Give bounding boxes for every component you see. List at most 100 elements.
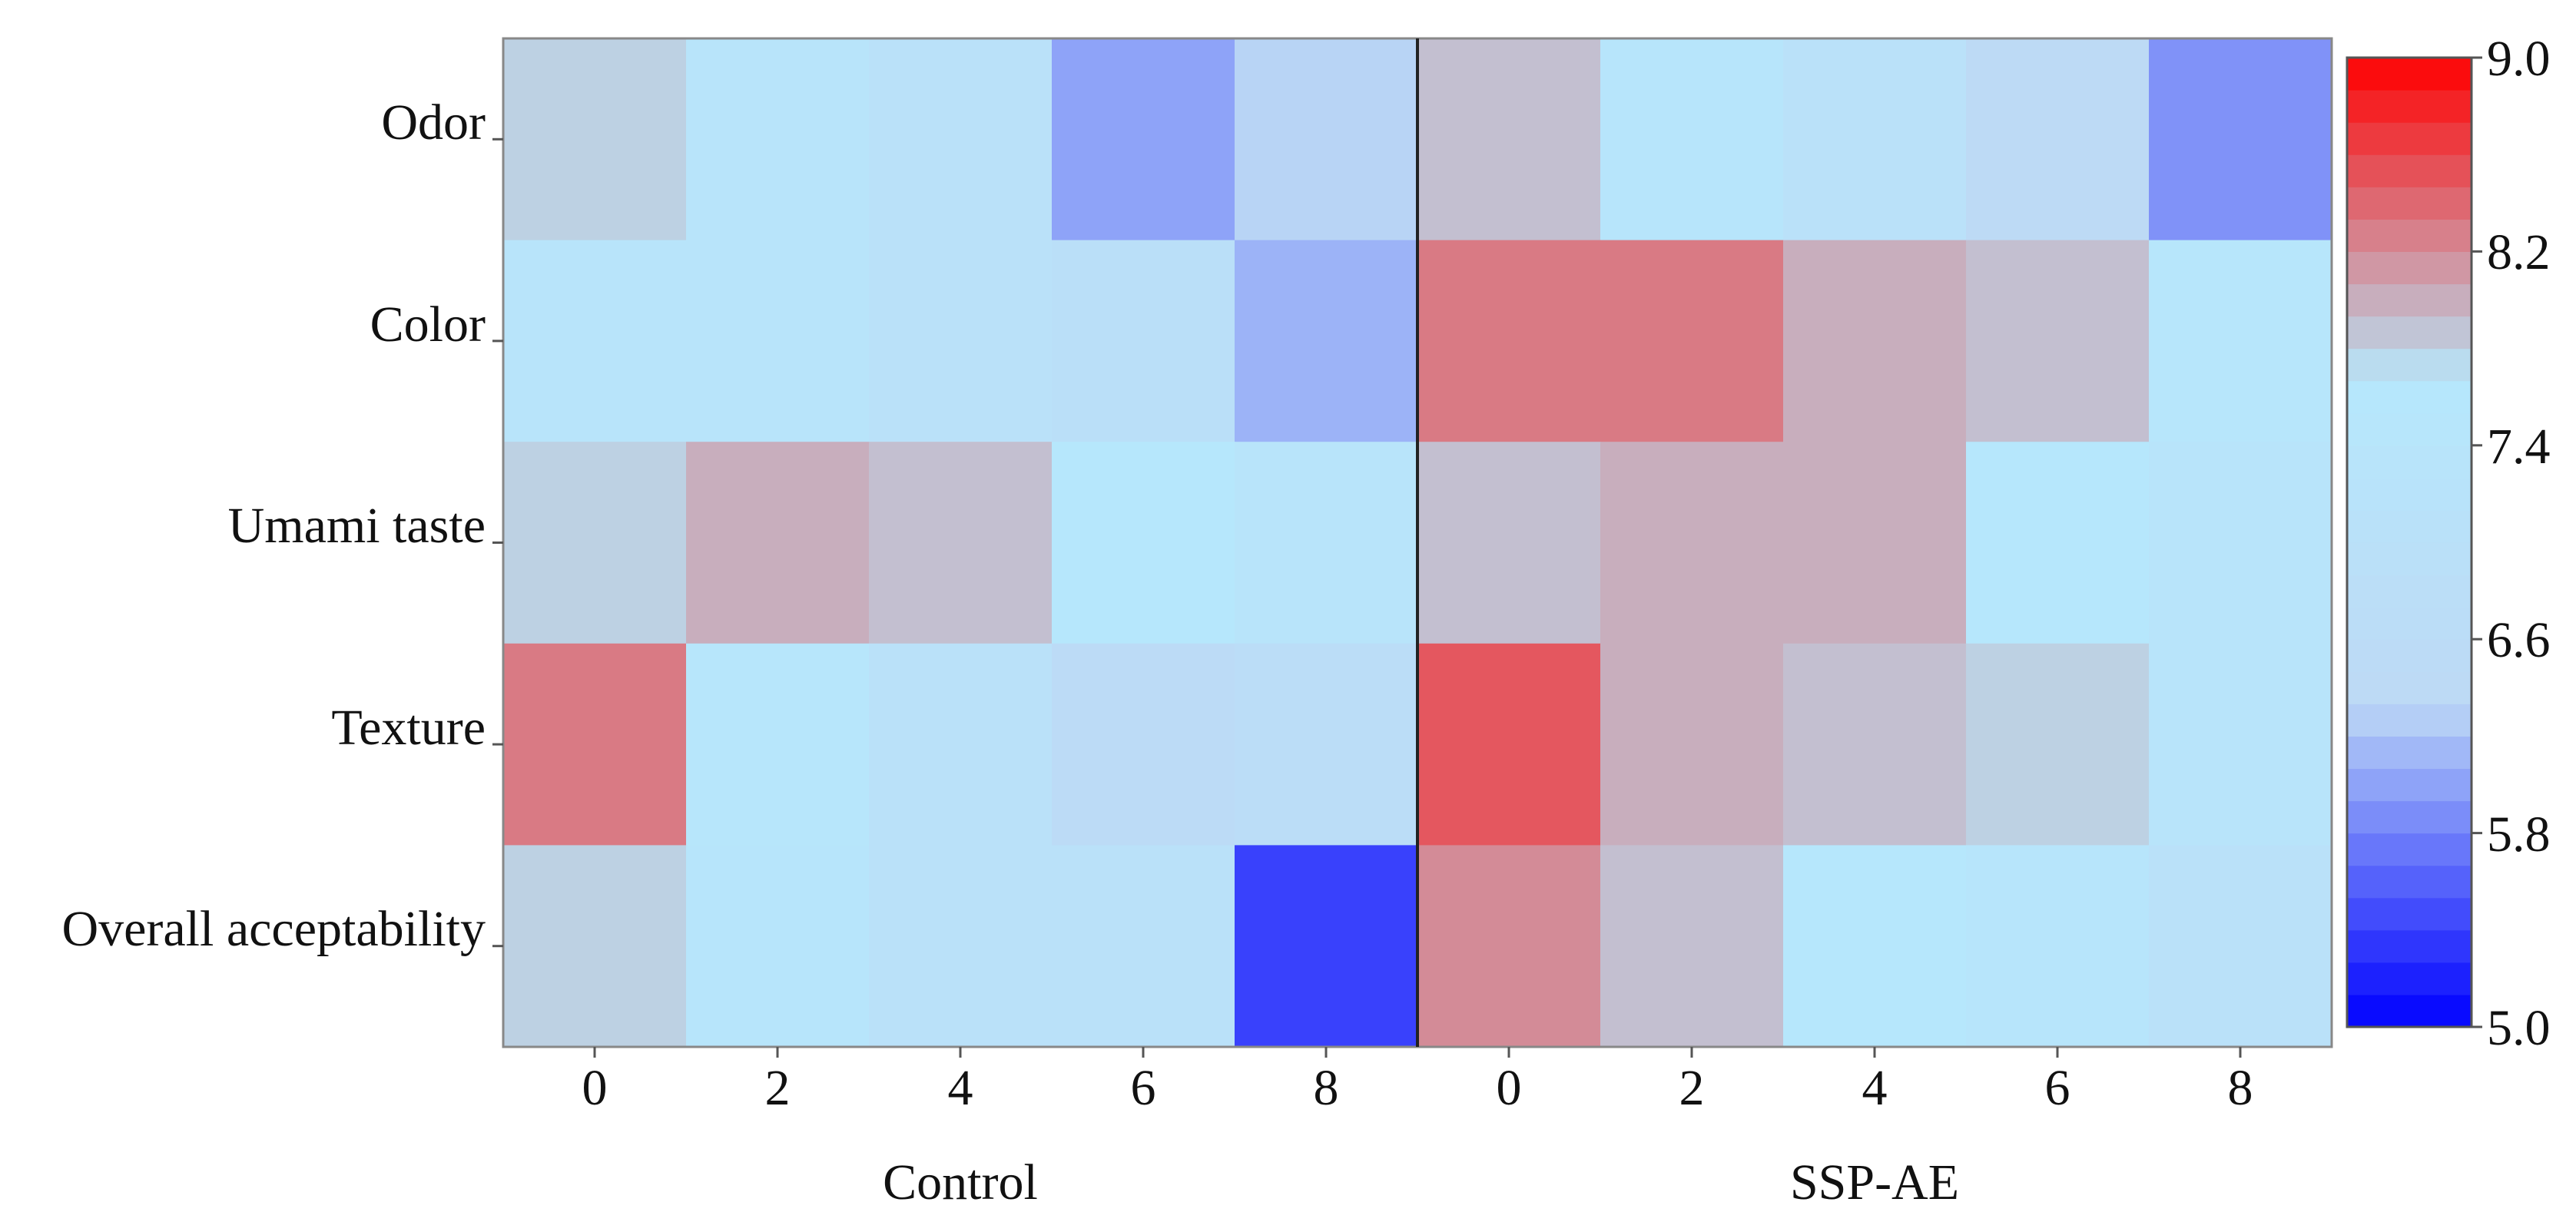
heatmap-cell [1966, 442, 2150, 644]
heatmap-cell [503, 845, 687, 1048]
heatmap-cell [1417, 643, 1601, 846]
heatmap-cell [1235, 845, 1418, 1048]
heatmap-cell [1052, 643, 1235, 846]
col-label: 4 [1862, 1060, 1888, 1116]
colorbar-level [2347, 768, 2472, 802]
colorbar-level [2347, 671, 2472, 704]
col-label: 6 [2045, 1060, 2070, 1116]
row-label: Odor [381, 94, 486, 151]
heatmap-cell [503, 38, 687, 241]
heatmap-cell [869, 240, 1053, 442]
colorbar-level [2347, 704, 2472, 737]
heatmap-cell [2149, 442, 2332, 644]
colorbar-level [2347, 283, 2472, 317]
col-label: 2 [765, 1060, 791, 1116]
heatmap-cell [503, 240, 687, 442]
colorbar-tick-label: 9.0 [2487, 31, 2551, 87]
col-label: 4 [948, 1060, 973, 1116]
heatmap-cell [1783, 442, 1967, 644]
colorbar-level [2347, 316, 2472, 349]
colorbar-level [2347, 477, 2472, 511]
colorbar-level [2347, 122, 2472, 155]
colorbar-level [2347, 929, 2472, 963]
colorbar-level [2347, 509, 2472, 543]
heatmap-cell [686, 845, 870, 1048]
heatmap-cell [2149, 643, 2332, 846]
colorbar-level [2347, 542, 2472, 575]
colorbar-level [2347, 412, 2472, 446]
heatmap-cell [1235, 643, 1418, 846]
colorbar-tick-label: 8.2 [2487, 224, 2551, 280]
heatmap-cell [1783, 845, 1967, 1048]
group-label-control: Control [883, 1154, 1038, 1210]
colorbar-level [2347, 607, 2472, 640]
heatmap-cell [1966, 643, 2150, 846]
col-label: 0 [582, 1060, 608, 1116]
heatmap-cell [1966, 845, 2150, 1048]
colorbar-level [2347, 639, 2472, 672]
heatmap-cell [1052, 442, 1235, 644]
heatmap-cell [1966, 38, 2150, 241]
colorbar-tick-label: 7.4 [2487, 419, 2551, 475]
heatmap-cell [1417, 38, 1601, 241]
colorbar-level [2347, 251, 2472, 285]
heatmap-cell [1052, 38, 1235, 241]
heatmap-cell [1235, 38, 1418, 241]
heatmap-cell [869, 38, 1053, 241]
heatmap-cell [1235, 240, 1418, 442]
heatmap-cell [686, 240, 870, 442]
heatmap-cell [2149, 38, 2332, 241]
colorbar-level [2347, 90, 2472, 123]
heatmap-cell [1600, 845, 1784, 1048]
heatmap-cell [1783, 240, 1967, 442]
col-label: 8 [2228, 1060, 2253, 1116]
heatmap-cell [1417, 845, 1601, 1048]
heatmap-cell [1783, 38, 1967, 241]
col-ticks [593, 1047, 2242, 1058]
heatmap-cell [1052, 845, 1235, 1048]
colorbar-level [2347, 736, 2472, 770]
colorbar-tick-label: 5.8 [2487, 806, 2551, 863]
heatmap-cells [503, 38, 2332, 1048]
heatmap-cell [503, 442, 687, 644]
colorbar-level [2347, 348, 2472, 382]
heatmap-cell [1600, 38, 1784, 241]
colorbar-level [2347, 219, 2472, 252]
colorbar-level [2347, 154, 2472, 187]
heatmap-cell [2149, 240, 2332, 442]
colorbar-level [2347, 865, 2472, 899]
colorbar-level [2347, 380, 2472, 414]
row-label: Texture [331, 700, 486, 756]
heatmap-cell [1966, 240, 2150, 442]
colorbar-level [2347, 833, 2472, 866]
heatmap-cell [869, 643, 1053, 846]
heatmap-cell [1417, 240, 1601, 442]
row-label: Umami taste [228, 498, 486, 554]
heatmap-cell [1783, 643, 1967, 846]
heatmap-cell [869, 845, 1053, 1048]
group-label-ssp-ae: SSP-AE [1790, 1154, 1959, 1210]
row-ticks [492, 137, 503, 948]
heatmap-cell [1600, 240, 1784, 442]
heatmap-cell [1052, 240, 1235, 442]
col-label: 6 [1131, 1060, 1156, 1116]
heatmap-cell [869, 442, 1053, 644]
colorbar-level [2347, 962, 2472, 995]
row-label: Color [370, 296, 486, 353]
colorbar [2347, 56, 2482, 1028]
colorbar-frame [2346, 56, 2473, 1028]
colorbar-level [2347, 994, 2472, 1028]
heatmap-cell [686, 38, 870, 241]
col-label: 8 [1314, 1060, 1339, 1116]
colorbar-level [2347, 575, 2472, 608]
row-label: Overall acceptability [61, 901, 486, 957]
heatmap-cell [1600, 442, 1784, 644]
colorbar-level [2347, 897, 2472, 931]
heatmap-cell [686, 442, 870, 644]
colorbar-level [2347, 445, 2472, 479]
col-label: 2 [1679, 1060, 1705, 1116]
heatmap-cell [1417, 442, 1601, 644]
heatmap-cell [1600, 643, 1784, 846]
colorbar-level [2347, 58, 2472, 91]
